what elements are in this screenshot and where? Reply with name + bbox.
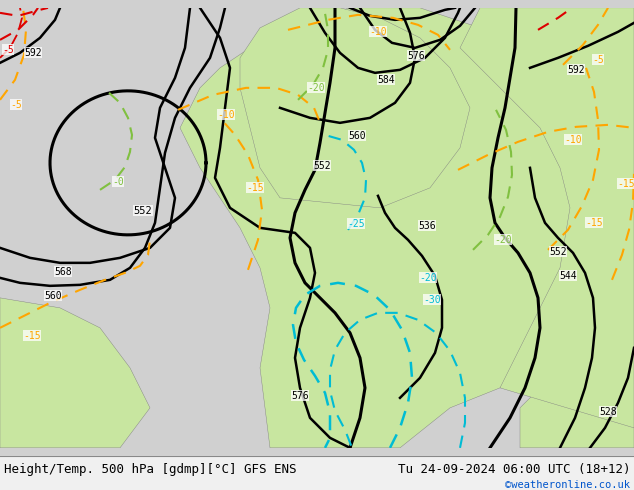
- Text: -15: -15: [617, 179, 634, 189]
- Text: 576: 576: [407, 51, 425, 61]
- Text: 560: 560: [44, 291, 61, 301]
- Text: -5: -5: [2, 45, 14, 55]
- Text: -15: -15: [246, 183, 264, 193]
- Polygon shape: [0, 298, 150, 448]
- Text: Height/Temp. 500 hPa [gdmp][°C] GFS ENS: Height/Temp. 500 hPa [gdmp][°C] GFS ENS: [4, 464, 297, 476]
- Text: -10: -10: [217, 110, 235, 120]
- Text: 536: 536: [418, 221, 436, 231]
- Text: -25: -25: [347, 219, 365, 229]
- Text: 552: 552: [134, 206, 152, 216]
- Text: 568: 568: [54, 267, 72, 277]
- Text: -20: -20: [494, 235, 512, 245]
- Text: -10: -10: [564, 135, 582, 145]
- Text: -0: -0: [112, 177, 124, 187]
- Text: -10: -10: [369, 27, 387, 37]
- Polygon shape: [240, 8, 470, 208]
- Text: 552: 552: [313, 161, 331, 171]
- Text: -20: -20: [307, 83, 325, 93]
- Text: -30: -30: [423, 295, 441, 305]
- Text: 544: 544: [559, 271, 577, 281]
- Text: Tu 24-09-2024 06:00 UTC (18+12): Tu 24-09-2024 06:00 UTC (18+12): [398, 464, 630, 476]
- Text: -20: -20: [419, 273, 437, 283]
- Text: 592: 592: [24, 48, 42, 58]
- Text: -15: -15: [585, 218, 603, 228]
- Text: 560: 560: [348, 131, 366, 141]
- Text: -5: -5: [592, 55, 604, 65]
- Text: 576: 576: [291, 391, 309, 401]
- Text: 528: 528: [599, 407, 617, 417]
- Text: -15: -15: [23, 331, 41, 341]
- Polygon shape: [520, 348, 634, 448]
- Text: ©weatheronline.co.uk: ©weatheronline.co.uk: [505, 480, 630, 490]
- Text: -5: -5: [10, 100, 22, 110]
- Text: 592: 592: [567, 65, 585, 75]
- Polygon shape: [180, 8, 634, 448]
- Text: 584: 584: [377, 75, 395, 85]
- Text: 552: 552: [549, 247, 567, 257]
- Polygon shape: [460, 8, 634, 428]
